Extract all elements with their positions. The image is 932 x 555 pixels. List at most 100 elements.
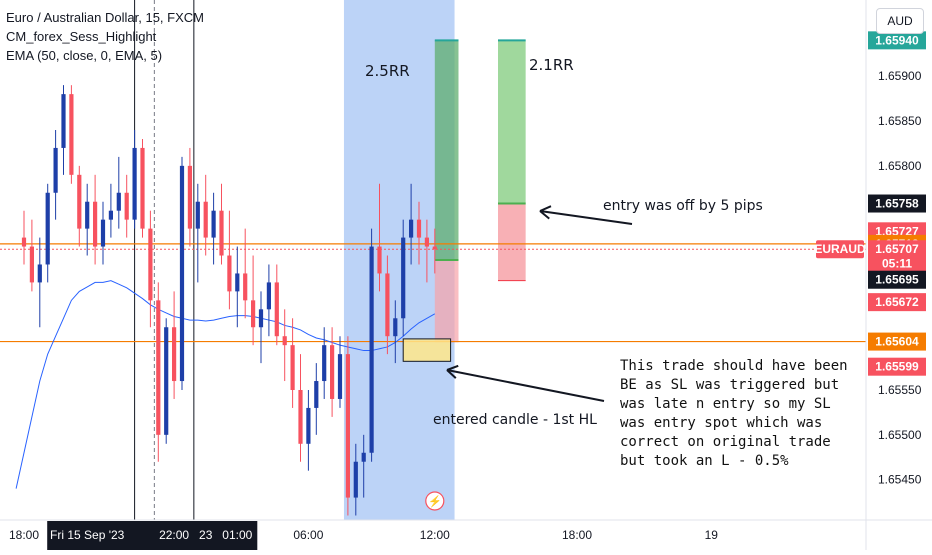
candle-body [148,228,153,301]
price-badge [868,332,926,351]
price-badge [868,293,926,312]
position-stop-zone [498,203,526,281]
price-badge-label: 05:11 [882,257,912,271]
price-badge [868,240,926,259]
session-marker-icon [425,491,445,511]
candle-body [211,210,216,238]
candle-body [45,192,50,265]
candle-body [432,246,437,250]
candle-body [322,345,327,382]
candle-body [235,273,240,292]
candle-body [77,174,82,229]
candle-body [337,354,343,399]
position-target-zone [434,40,459,261]
candle-body [416,219,422,238]
candle-body [298,390,303,444]
legend-indicator-ema[interactable]: EMA (50, close, 0, EMA, 5) [6,48,163,63]
candle-body [108,210,113,220]
candle-body [290,345,295,390]
time-tick-label: 23 [199,528,213,542]
price-badge [868,270,926,289]
price-tick-label: 1.65800 [878,159,922,173]
position-target-zone [498,40,526,204]
price-badge-label: 1.65672 [875,295,919,309]
annotation-entry-off: entry was off by 5 pips [603,198,763,214]
candle-body [69,94,74,175]
candle-body [409,219,414,238]
candle-body [195,201,200,229]
candle-body [227,255,232,292]
price-badge-label: 1.65604 [875,335,919,349]
candle-body [401,237,406,319]
arrow-entry-off [539,210,633,225]
candle-body [243,273,248,301]
candle-body [314,381,319,408]
price-badge-label: 1.65695 [875,273,919,287]
candle-body [124,192,129,220]
position-stop-zone [434,260,459,342]
candle-body [116,192,121,211]
price-badge-label: 1.65758 [875,197,919,211]
price-badge [868,31,926,50]
annotation-entered-candle: entered candle - 1st HL [433,412,597,428]
price-tick-label: 1.65900 [878,69,922,83]
time-tick-label: 22:00 [159,528,189,542]
session-marker-glyph: ⚡ [428,495,442,508]
candle-body [37,264,42,283]
candle-body [266,282,271,310]
candle-body [251,300,256,328]
candle-body [21,237,27,247]
arrow-entered-candle-head [446,369,457,379]
candle-body [203,201,208,238]
candle-body [164,327,169,435]
price-badge [868,254,926,273]
chart-legend: Euro / Australian Dollar, 15, FXCM CM_fo… [6,8,204,65]
candle-body [132,147,137,220]
candle-body [53,147,58,193]
candle-body [29,246,34,283]
candle-body [100,219,106,247]
candle-body [187,165,192,229]
legend-symbol[interactable]: Euro / Australian Dollar, 15, FXCM [6,10,204,25]
time-range-highlight [47,521,258,550]
annotation-rr1: 2.5RR [365,62,410,80]
ema-line [15,280,436,489]
currency-button[interactable]: AUD [876,8,924,34]
candle-body [219,210,224,256]
candle-body [156,300,161,435]
price-tick-label: 1.65450 [878,473,922,487]
time-tick-label: 01:00 [222,528,252,542]
legend-indicator-sessions[interactable]: CM_forex_Sess_Highlight [6,29,157,44]
candle-body [306,407,311,444]
price-badge-label: 1.65599 [875,360,919,374]
price-badge-label: 1.65727 [875,224,919,238]
candle-body [93,201,98,247]
time-tick-label: 12:00 [420,528,450,542]
candle-body [330,345,335,399]
candle-body [258,309,264,328]
candle-body [140,147,145,229]
arrow-entry-off-head [539,205,552,212]
annotation-trade-note: This trade should have been BE as SL was… [620,358,848,469]
price-badge-label: 1.65707 [875,242,919,256]
candle-body [353,461,358,498]
arrow-entered-candle-head [446,364,459,371]
time-tick-label: 06:00 [293,528,323,542]
arrow-entry-off-head [539,210,550,220]
candle-body [85,201,90,229]
annotation-rr2: 2.1RR [529,56,574,74]
candle-body [179,165,185,382]
price-badge [868,357,926,376]
candle-body [424,237,429,247]
arrow-entered-candle [446,369,605,402]
entry-candle-box [402,338,452,362]
price-tick-label: 1.65850 [878,114,922,128]
candle-body [369,246,374,453]
price-tick-label: 1.65550 [878,383,922,397]
price-badge-label: 1.65940 [875,33,919,47]
candle-body [377,246,382,274]
price-badge [868,194,926,213]
time-tick-label: 19 [705,528,719,542]
